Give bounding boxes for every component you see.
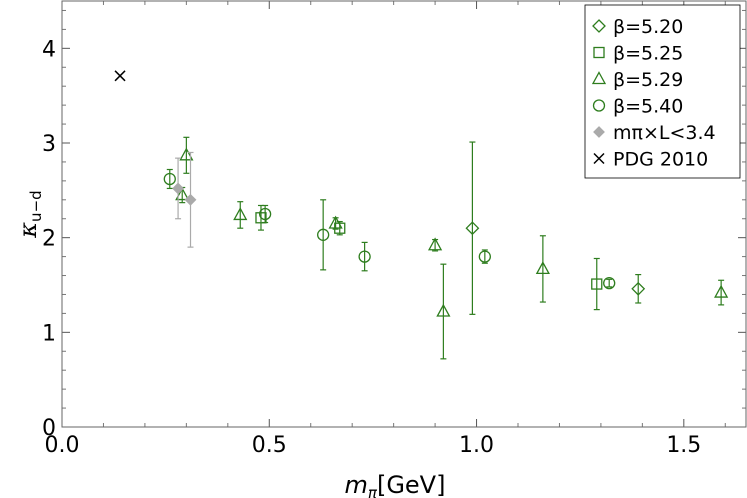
legend-marker — [593, 152, 605, 165]
legend: β=5.20 β=5.25 β=5.29 β=5.40 mπ×L<3.4 PDG 2010 — [584, 4, 741, 179]
x-tick-label: 1.5 — [666, 433, 701, 458]
data-point — [535, 261, 550, 275]
series-3 — [163, 168, 616, 290]
x-tick-label: 0.5 — [252, 433, 287, 458]
x-axis-label: mπ[GeV] — [345, 471, 446, 498]
data-marks — [114, 70, 729, 360]
legend-label: β=5.40 — [613, 96, 683, 118]
legend-marker — [591, 71, 607, 85]
series-4 — [172, 151, 197, 248]
data-point — [427, 237, 443, 251]
data-point — [255, 212, 267, 224]
x-tick-label: 0.0 — [45, 433, 80, 458]
x-tick-label: 1.0 — [459, 433, 494, 458]
y-tick-label: 0 — [42, 416, 56, 441]
legend-label: β=5.25 — [613, 43, 683, 65]
y-tick-label: 1 — [42, 321, 56, 346]
axis-ticks: 0.0 0.5 1.0 1.5 0 1 2 3 4 — [42, 1, 746, 458]
data-point — [328, 215, 343, 229]
y-tick-label: 3 — [42, 132, 56, 157]
y-axis-label: κu−d — [14, 190, 45, 238]
data-point — [179, 147, 194, 161]
legend-marker — [593, 46, 605, 59]
series-5 — [114, 70, 126, 82]
y-tick-label: 2 — [42, 227, 56, 252]
legend-marker — [592, 19, 606, 33]
data-point — [358, 250, 371, 263]
data-point — [163, 172, 176, 186]
data-point — [714, 284, 729, 298]
legend-label: PDG 2010 — [613, 149, 708, 171]
data-point — [184, 193, 197, 206]
series-0 — [465, 141, 646, 315]
data-point — [172, 182, 184, 195]
legend-label: β=5.29 — [613, 69, 683, 91]
data-point — [603, 276, 616, 290]
data-point — [631, 281, 646, 296]
data-point — [233, 207, 248, 221]
legend-marker — [593, 126, 605, 138]
data-point — [175, 187, 190, 201]
plot-frame — [61, 0, 747, 428]
y-tick-label: 4 — [42, 37, 56, 62]
data-point — [591, 278, 603, 290]
data-point — [436, 303, 451, 317]
data-point — [478, 250, 491, 263]
data-point — [114, 70, 126, 82]
data-point — [317, 228, 330, 241]
data-point — [465, 221, 480, 236]
legend-label: β=5.20 — [613, 16, 683, 38]
legend-box — [584, 4, 741, 179]
series-2 — [175, 136, 729, 360]
legend-label: mπ×L<3.4 — [613, 122, 716, 144]
legend-marker — [592, 99, 606, 112]
data-point — [258, 207, 272, 221]
